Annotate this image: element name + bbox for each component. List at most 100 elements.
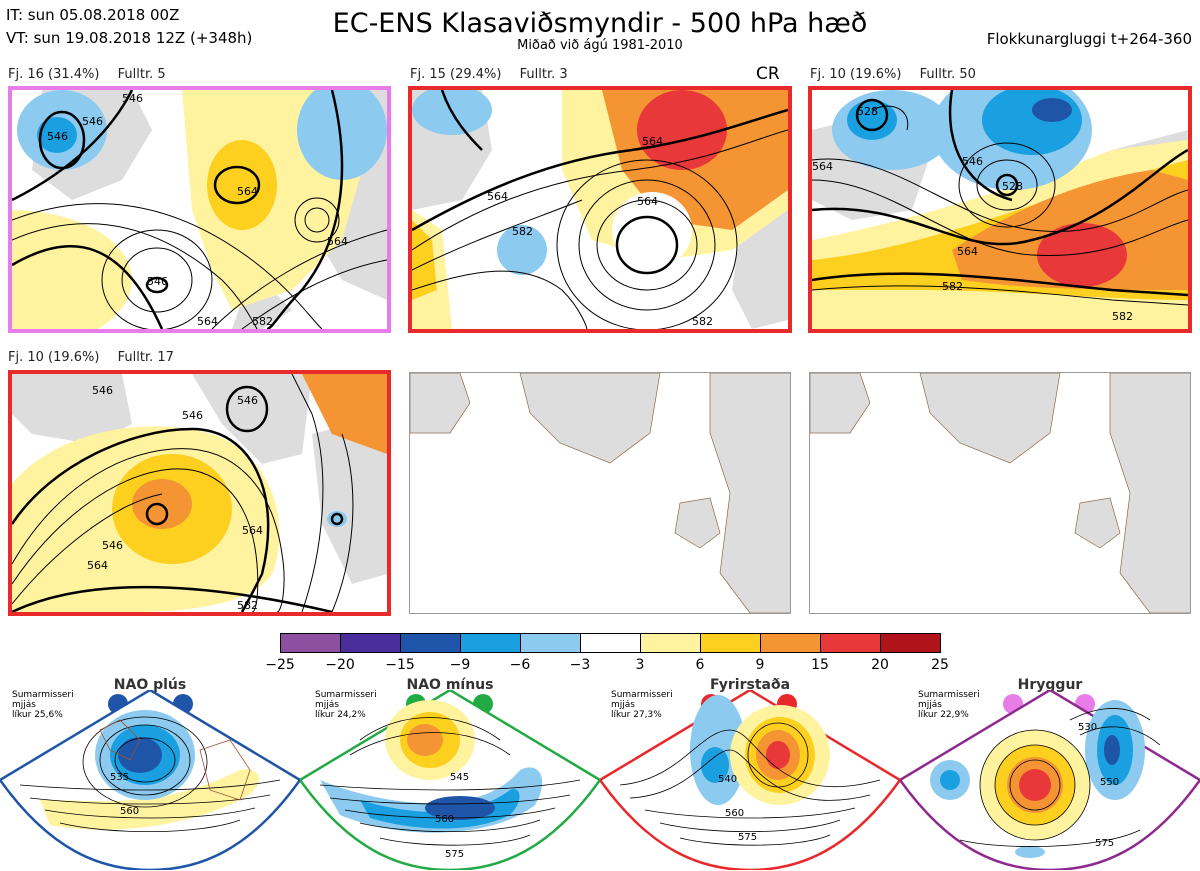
- colorbar-tick: 20: [871, 657, 889, 673]
- p2-label-2: 564: [487, 190, 508, 203]
- regime-1-season: Sumarmisseri: [12, 690, 74, 700]
- panel-1-member: Fulltr. 5: [117, 67, 166, 82]
- regime-4-label-1: 530: [1078, 722, 1097, 733]
- p4-label-7: 582: [237, 599, 258, 612]
- p4-label-2: 546: [182, 409, 203, 422]
- colorbar-seg-3: [460, 633, 521, 653]
- colorbar-seg-5: [580, 633, 641, 653]
- p1-label-7: 564: [197, 315, 218, 328]
- panel-2-member: Fulltr. 3: [519, 67, 568, 82]
- p2-label-5: 582: [692, 315, 713, 328]
- colorbar-tick: 3: [635, 657, 645, 673]
- regime-2-label-2: 560: [435, 814, 454, 825]
- header-info: IT: sun 05.08.2018 00Z VT: sun 19.08.201…: [6, 4, 252, 50]
- regime-4-title: Hryggur: [1017, 677, 1083, 693]
- p3-label-2: 546: [962, 155, 983, 168]
- p3-label-7: 582: [1112, 310, 1133, 323]
- panel-3-cluster: Fj. 10 (19.6%): [810, 67, 902, 82]
- regime-4-probability: líkur 22,9%: [918, 710, 969, 720]
- regime-2-map: 545 560 575: [300, 690, 600, 870]
- regime-4-map: 530 550 575: [900, 690, 1200, 870]
- regime-3-map: 540 560 575: [600, 690, 900, 870]
- colorbar-tick: 15: [811, 657, 829, 673]
- regime-4-label-2: 550: [1100, 777, 1119, 788]
- p4-label-4: 564: [242, 524, 263, 537]
- panel-4-cluster: Fj. 10 (19.6%): [8, 350, 100, 365]
- panel-2-cluster: Fj. 15 (29.4%): [410, 67, 502, 82]
- regime-2-probability: líkur 24,2%: [315, 710, 366, 720]
- regime-2-info: Sumarmisseri mjjás líkur 24,2%: [315, 690, 377, 720]
- panel-2-label: Fj. 15 (29.4%) Fulltr. 3: [410, 67, 582, 82]
- panel-3-label: Fj. 10 (19.6%) Fulltr. 50: [810, 67, 990, 82]
- regime-1-title: NAO plús: [113, 677, 187, 693]
- colorbar-tick: −15: [385, 657, 415, 673]
- p4-label-1: 546: [92, 384, 113, 397]
- cluster-map-4-svg: 546 546 546 564 546 564 582: [12, 374, 387, 612]
- empty-map-6-svg: [810, 373, 1190, 613]
- classification-window: Flokkunargluggi t+264-360: [986, 30, 1192, 48]
- colorbar-seg-0: [280, 633, 341, 653]
- p4-label-3: 546: [237, 394, 258, 407]
- regime-4-months: mjjás: [918, 700, 942, 710]
- regime-3-label-2: 560: [725, 808, 744, 819]
- regime-2-season: Sumarmisseri: [315, 690, 377, 700]
- colorbar-tick: 25: [931, 657, 949, 673]
- regime-3-season: Sumarmisseri: [611, 690, 673, 700]
- page-subtitle: Miðað við ágú 1981-2010: [517, 38, 683, 53]
- regime-2-label-3: 575: [445, 849, 464, 860]
- colorbar-seg-2: [400, 633, 461, 653]
- p2-label-4: 564: [637, 195, 658, 208]
- colorbar-seg-4: [520, 633, 581, 653]
- cluster-map-1-svg: 546 546 546 564 546 564 564 582: [12, 90, 387, 329]
- colorbar-seg-10: [880, 633, 941, 653]
- regime-2-title: NAO mínus: [406, 677, 494, 693]
- empty-map-6: [809, 372, 1191, 614]
- colorbar-seg-6: [640, 633, 701, 653]
- colorbar-seg-8: [760, 633, 821, 653]
- regime-1-label-2: 560: [120, 806, 139, 817]
- regime-1-info: Sumarmisseri mjjás líkur 25,6%: [12, 690, 74, 720]
- regime-3-title: Fyrirstaða: [709, 677, 791, 693]
- regime-2-label-1: 545: [450, 772, 469, 783]
- p3-label-6: 582: [942, 280, 963, 293]
- p1-label-5: 546: [147, 275, 168, 288]
- valid-time: VT: sun 19.08.2018 12Z (+348h): [6, 29, 253, 47]
- colorbar-tick: −6: [509, 657, 531, 673]
- panel-3-member: Fulltr. 50: [919, 67, 976, 82]
- cluster-map-2-svg: 564 564 582 564 582: [412, 90, 788, 329]
- regime-3-months: mjjás: [611, 700, 635, 710]
- empty-map-5: [409, 372, 791, 614]
- colorbar-tick: −3: [569, 657, 591, 673]
- p1-label-1: 546: [122, 92, 143, 105]
- regime-3-info: Sumarmisseri mjjás líkur 27,3%: [611, 690, 673, 720]
- panel-4-member: Fulltr. 17: [117, 350, 174, 365]
- p1-label-3: 546: [82, 115, 103, 128]
- regime-1-probability: líkur 25,6%: [12, 710, 63, 720]
- colorbar-seg-1: [340, 633, 401, 653]
- colorbar-tick: −25: [265, 657, 295, 673]
- regime-2-months: mjjás: [315, 700, 339, 710]
- p2-label-3: 582: [512, 225, 533, 238]
- regime-1-map: 535 560: [0, 690, 300, 870]
- p1-label-8: 582: [252, 315, 273, 328]
- panel-4-label: Fj. 10 (19.6%) Fulltr. 17: [8, 350, 188, 365]
- p3-label-5: 564: [957, 245, 978, 258]
- empty-map-5-svg: [410, 373, 790, 613]
- regime-3-probability: líkur 27,3%: [611, 710, 662, 720]
- regime-4-label-3: 575: [1095, 838, 1114, 849]
- regime-3-label-1: 540: [718, 774, 737, 785]
- panel-1-label: Fj. 16 (31.4%) Fulltr. 5: [8, 67, 180, 82]
- panel-1-cluster: Fj. 16 (31.4%): [8, 67, 100, 82]
- colorbar-tick: 9: [755, 657, 765, 673]
- page-title: EC-ENS Klasaviðsmyndir - 500 hPa hæð: [332, 8, 868, 39]
- p3-label-4: 528: [1002, 180, 1023, 193]
- p3-label-3: 564: [812, 160, 833, 173]
- regime-3-label-3: 575: [738, 832, 757, 843]
- p4-label-5: 546: [102, 539, 123, 552]
- colorbar-tick: −9: [449, 657, 471, 673]
- cluster-map-3-svg: 528 546 564 528 564 582 582: [812, 90, 1188, 329]
- cluster-map-3: 528 546 564 528 564 582 582: [808, 86, 1192, 333]
- colorbar-tick: −20: [325, 657, 355, 673]
- p2-label-1: 564: [642, 135, 663, 148]
- cluster-map-4: 546 546 546 564 546 564 582: [8, 370, 391, 616]
